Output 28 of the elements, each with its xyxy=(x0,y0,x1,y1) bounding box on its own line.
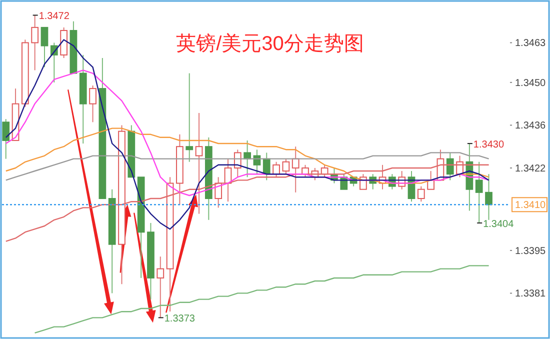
annotation: 1.3373 xyxy=(164,314,196,325)
ref-line-label: 1.3410 xyxy=(515,200,546,212)
candlestick xyxy=(89,84,96,123)
candlestick xyxy=(40,26,48,68)
y-tick-label: 1.3395 xyxy=(515,246,546,257)
annotation: 1.3404 xyxy=(483,218,514,230)
text: 英镑/美元30分走势图 xyxy=(176,32,364,55)
candlestick xyxy=(417,186,425,202)
candlestick xyxy=(272,161,280,178)
candlestick xyxy=(31,14,39,71)
candlestick xyxy=(156,256,164,318)
annotation: 1.3430 xyxy=(473,140,504,151)
line-series xyxy=(5,152,490,181)
candlestick xyxy=(186,72,194,162)
y-tick-label: 1.3450 xyxy=(515,78,546,89)
candlestick xyxy=(292,146,300,193)
candlestick xyxy=(446,152,454,181)
line-series xyxy=(34,265,490,334)
candlestick xyxy=(195,112,203,214)
y-tick-label: 1.3436 xyxy=(515,120,546,132)
y-tick-label: 1.3422 xyxy=(515,163,546,174)
annotation: 1.3472 xyxy=(38,11,70,22)
candlestick xyxy=(282,158,290,175)
candlestick xyxy=(485,174,492,220)
y-tick-label: 1.3463 xyxy=(515,38,546,50)
candlestick xyxy=(2,118,10,160)
y-tick-label: 1.3381 xyxy=(515,288,546,300)
candlestick xyxy=(475,161,483,224)
